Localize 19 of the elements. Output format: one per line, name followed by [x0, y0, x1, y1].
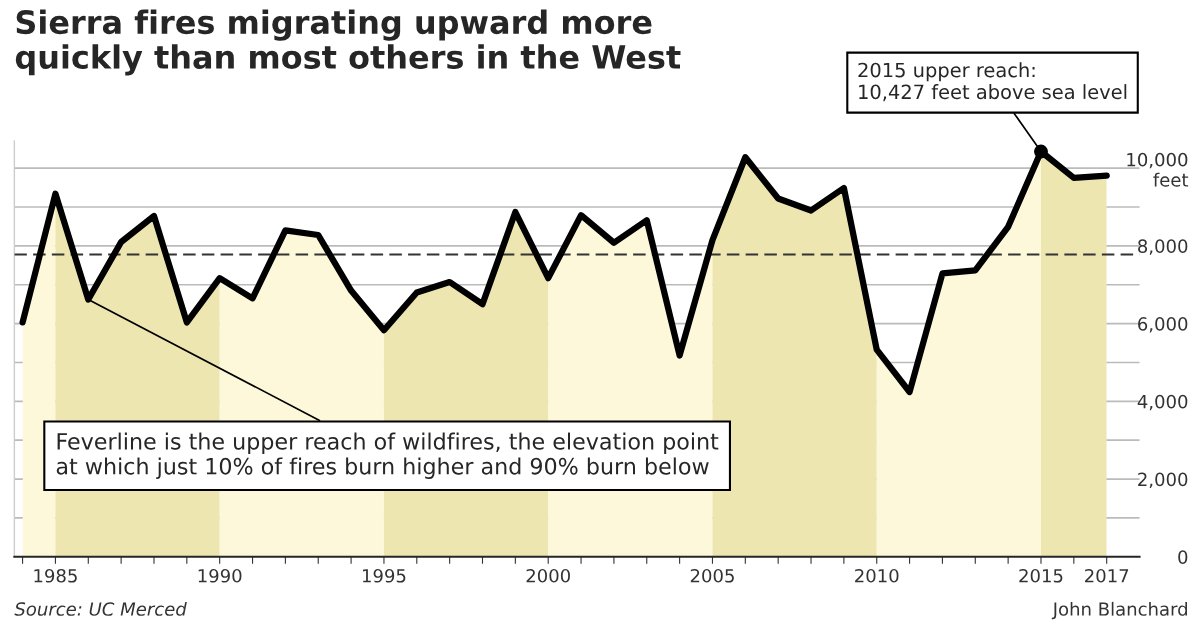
x-tick-label: 2010	[855, 568, 899, 583]
x-tick-label: 2000	[526, 568, 570, 583]
y-tick-label: 4,000	[1137, 394, 1188, 411]
x-tick-label: 1990	[198, 568, 242, 583]
x-tick-label: 2005	[690, 568, 734, 583]
annotation: Feverline is the upper reach of wildfires, the elevation point at which just 10% of fires burn higher and 90% burn below	[56, 432, 719, 479]
chart-title: Sierra fires migrating upward more quickly than most others in the West	[15, 9, 681, 76]
x-tick-label: 1985	[34, 568, 77, 583]
x-tick-label: 2017	[1085, 568, 1129, 583]
y-tick-label: 6,000	[1138, 317, 1188, 333]
x-tick-label: 1995	[362, 568, 406, 583]
text: John Blanchard	[1051, 601, 1187, 620]
y-tick-label: 8,000	[1138, 239, 1188, 255]
x-tick-label: 2015	[1019, 568, 1063, 583]
y-tick-label: 2,000	[1138, 472, 1188, 489]
y-tick-label: 0	[1178, 550, 1188, 564]
y-tick-label: 10,000 feet	[1127, 152, 1189, 187]
annotation: 2015 upper reach: 10,427 feet above sea level	[858, 62, 1127, 102]
source-note: Source: UC Merced	[14, 601, 187, 616]
